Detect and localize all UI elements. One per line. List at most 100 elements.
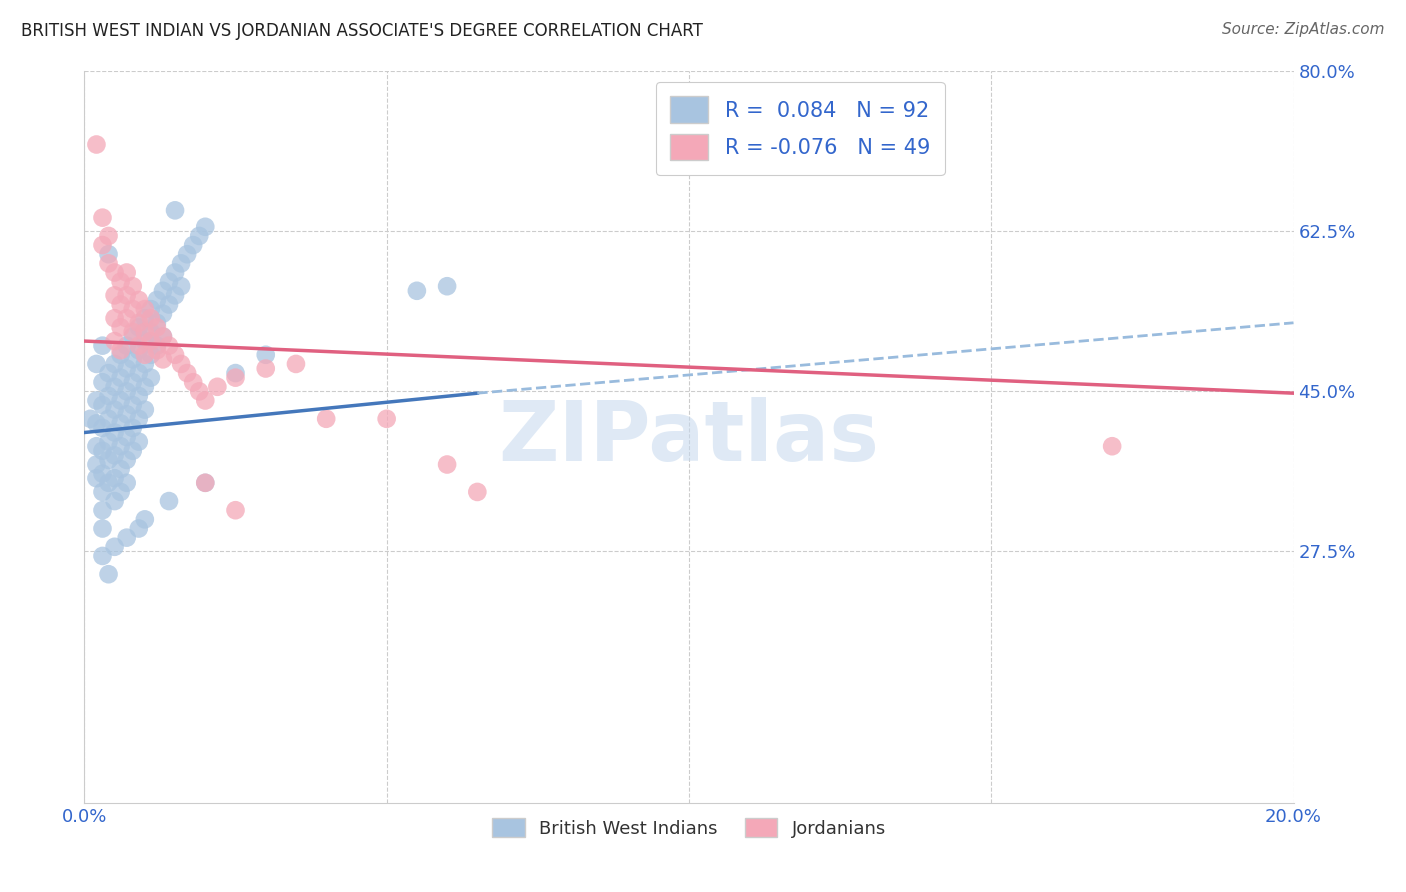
Point — [134, 380, 156, 394]
Point — [110, 275, 132, 289]
Point — [134, 402, 156, 417]
Point — [128, 343, 150, 358]
Point — [97, 247, 120, 261]
Point — [139, 311, 162, 326]
Point — [91, 467, 114, 481]
Point — [315, 412, 337, 426]
Point — [91, 521, 114, 535]
Point — [188, 229, 211, 244]
Point — [104, 448, 127, 462]
Point — [121, 325, 143, 339]
Point — [139, 325, 162, 339]
Point — [121, 375, 143, 389]
Point — [115, 384, 138, 399]
Point — [104, 402, 127, 417]
Point — [115, 453, 138, 467]
Point — [86, 439, 108, 453]
Point — [146, 343, 169, 358]
Point — [157, 494, 180, 508]
Point — [115, 531, 138, 545]
Point — [104, 380, 127, 394]
Point — [139, 348, 162, 362]
Point — [139, 334, 162, 348]
Point — [91, 211, 114, 225]
Point — [104, 357, 127, 371]
Point — [285, 357, 308, 371]
Point — [115, 266, 138, 280]
Point — [181, 238, 204, 252]
Point — [97, 567, 120, 582]
Point — [104, 540, 127, 554]
Point — [194, 475, 217, 490]
Point — [139, 370, 162, 384]
Point — [146, 293, 169, 307]
Point — [86, 471, 108, 485]
Point — [165, 266, 187, 280]
Point — [181, 375, 204, 389]
Point — [152, 352, 174, 367]
Point — [104, 425, 127, 440]
Text: BRITISH WEST INDIAN VS JORDANIAN ASSOCIATE'S DEGREE CORRELATION CHART: BRITISH WEST INDIAN VS JORDANIAN ASSOCIA… — [21, 22, 703, 40]
Point — [176, 366, 198, 380]
Point — [121, 279, 143, 293]
Point — [134, 311, 156, 326]
Point — [128, 316, 150, 330]
Point — [115, 475, 138, 490]
Point — [115, 361, 138, 376]
Point — [165, 203, 187, 218]
Point — [104, 471, 127, 485]
Point — [97, 412, 120, 426]
Point — [436, 458, 458, 472]
Point — [194, 475, 217, 490]
Point — [406, 284, 429, 298]
Point — [134, 325, 156, 339]
Point — [86, 137, 108, 152]
Point — [121, 301, 143, 317]
Point — [128, 521, 150, 535]
Point — [110, 393, 132, 408]
Point — [157, 297, 180, 311]
Legend: British West Indians, Jordanians: British West Indians, Jordanians — [485, 811, 893, 845]
Point — [128, 320, 150, 334]
Point — [134, 348, 156, 362]
Point — [110, 417, 132, 431]
Point — [134, 301, 156, 317]
Point — [91, 549, 114, 563]
Point — [86, 458, 108, 472]
Point — [97, 229, 120, 244]
Point — [110, 462, 132, 476]
Text: ZIPatlas: ZIPatlas — [499, 397, 879, 477]
Point — [86, 357, 108, 371]
Point — [110, 348, 132, 362]
Point — [375, 412, 398, 426]
Point — [110, 297, 132, 311]
Point — [165, 348, 187, 362]
Point — [225, 366, 247, 380]
Point — [79, 412, 101, 426]
Point — [104, 311, 127, 326]
Point — [207, 380, 229, 394]
Point — [115, 407, 138, 421]
Point — [146, 320, 169, 334]
Point — [97, 256, 120, 270]
Point — [128, 389, 150, 403]
Point — [194, 219, 217, 234]
Point — [146, 316, 169, 330]
Point — [110, 320, 132, 334]
Point — [91, 485, 114, 500]
Point — [194, 393, 217, 408]
Point — [128, 366, 150, 380]
Point — [1101, 439, 1123, 453]
Point — [157, 275, 180, 289]
Point — [104, 266, 127, 280]
Point — [110, 343, 132, 358]
Point — [86, 417, 108, 431]
Point — [128, 293, 150, 307]
Point — [188, 384, 211, 399]
Point — [128, 434, 150, 449]
Point — [110, 485, 132, 500]
Point — [97, 366, 120, 380]
Point — [152, 307, 174, 321]
Point — [139, 301, 162, 317]
Point — [121, 352, 143, 367]
